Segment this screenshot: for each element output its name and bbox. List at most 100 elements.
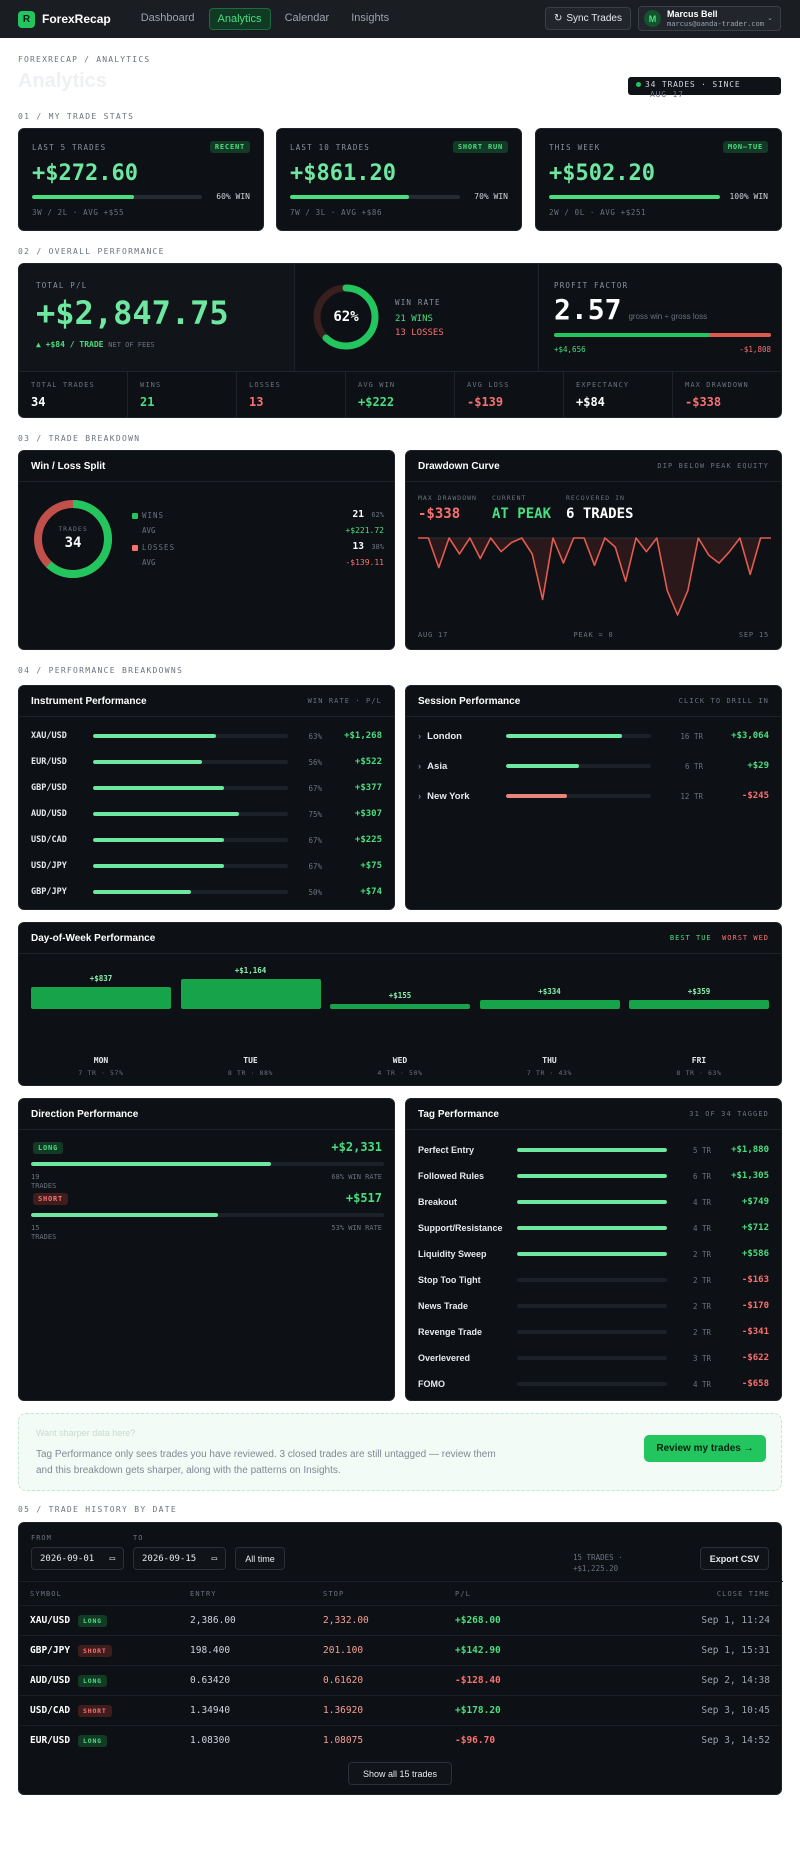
- side-badge: SHORT: [78, 1705, 112, 1717]
- table-row[interactable]: USD/CAD SHORT 1.34940 1.36920 +$178.20 Sep 3,…: [18, 1695, 782, 1725]
- export-csv-button[interactable]: Export CSV: [700, 1547, 769, 1570]
- trade-history-card: FROM TO 2026-09-01 ▭ 2026-09-15 ▭ All time…: [18, 1522, 783, 1795]
- day-column: +$837 MON 7 TR · 57%: [31, 923, 171, 1077]
- kpi-value: +$222: [358, 395, 395, 409]
- session-trades: 16 TR: [680, 731, 703, 741]
- all-time-button[interactable]: All time: [235, 1547, 285, 1570]
- win-rate-bar: [93, 890, 288, 894]
- tag-bar: [517, 1304, 667, 1308]
- instrument-row[interactable]: GBP/JPY 50% +$74: [31, 885, 382, 899]
- entry-cell: 2,386.00: [190, 1615, 236, 1626]
- day-bar[interactable]: [330, 1004, 470, 1009]
- day-column: +$359 FRI 8 TR · 63%: [629, 923, 769, 1077]
- stop-cell: 2,332.00: [323, 1615, 369, 1626]
- day-sub: 7 TR · 43%: [526, 1069, 573, 1077]
- per-trade: +$84 / TRADE: [45, 340, 104, 349]
- win-rate-bar: [93, 734, 288, 738]
- tag-name: FOMO: [418, 1379, 445, 1389]
- nav-link-calendar[interactable]: Calendar: [284, 12, 330, 24]
- tag-pl: +$1,880: [731, 1145, 769, 1155]
- net-of-fees: NET OF FEES: [108, 341, 155, 349]
- tag-row[interactable]: Perfect Entry 5 TR +$1,880: [418, 1143, 769, 1157]
- win-bar: [549, 194, 720, 199]
- close-time-cell: Sep 1, 15:31: [701, 1645, 770, 1656]
- instrument-row[interactable]: XAU/USD 63% +$1,268: [31, 729, 382, 743]
- instrument-row[interactable]: USD/CAD 67% +$225: [31, 833, 382, 847]
- card-hint: CLICK TO DRILL IN: [678, 697, 769, 705]
- brand-name[interactable]: ForexRecap: [42, 12, 111, 26]
- col-header-entry: ENTRY: [190, 1590, 217, 1598]
- nav-link-analytics[interactable]: Analytics: [208, 8, 271, 30]
- to-date-input[interactable]: 2026-09-15 ▭: [133, 1547, 226, 1570]
- col-header-pl: P/L: [455, 1590, 471, 1598]
- gross-loss: -$1,808: [739, 345, 771, 354]
- refresh-icon: ↻: [554, 13, 563, 24]
- tag-row[interactable]: Overlevered 3 TR -$622: [418, 1351, 769, 1365]
- chevron-right-icon: ›: [418, 760, 422, 772]
- day-column: +$334 THU 7 TR · 43%: [479, 923, 620, 1077]
- best-day: BEST TUE: [669, 934, 712, 942]
- instrument-pl: +$1,268: [344, 731, 382, 741]
- day-bar[interactable]: [629, 999, 769, 1009]
- day-bar[interactable]: [479, 1000, 620, 1009]
- donut-label: TRADES: [58, 525, 88, 533]
- short-bar: [31, 1213, 384, 1217]
- long-bar: [31, 1162, 384, 1166]
- kpi-total-trades: TOTAL TRADES 34: [19, 372, 128, 417]
- table-row[interactable]: XAU/USD LONG 2,386.00 2,332.00 +$268.00 Sep 1…: [18, 1605, 782, 1635]
- tag-row[interactable]: News Trade 2 TR -$170: [418, 1299, 769, 1313]
- tag-row[interactable]: Stop Too Tight 2 TR -$163: [418, 1273, 769, 1287]
- win-rate-bar: [93, 864, 288, 868]
- tag-pl: +$1,305: [731, 1171, 769, 1181]
- day-column: +$1,164 TUE 8 TR · 88%: [180, 923, 321, 1077]
- day-bar[interactable]: [31, 987, 171, 1009]
- kpi-label: MAX DRAWDOWN: [685, 381, 749, 389]
- session-row[interactable]: › Asia 6 TR +$29: [418, 759, 769, 773]
- calendar-icon: ▭: [211, 1553, 217, 1564]
- win-loss-donut: TRADES 34: [32, 498, 114, 580]
- total-pl-label: TOTAL P/L: [36, 281, 88, 290]
- instrument-row[interactable]: USD/JPY 67% +$75: [31, 859, 382, 873]
- instrument-row[interactable]: GBP/USD 67% +$377: [31, 781, 382, 795]
- since-sub: AUG 17: [650, 89, 684, 99]
- tag-row[interactable]: Revenge Trade 2 TR -$341: [418, 1325, 769, 1339]
- instrument-row[interactable]: EUR/USD 56% +$522: [31, 755, 382, 769]
- tag-pl: -$341: [741, 1327, 769, 1337]
- card-hint: 31 OF 34 TAGGED: [689, 1110, 769, 1118]
- tag-row[interactable]: Support/Resistance 4 TR +$712: [418, 1221, 769, 1235]
- cta-text: Tag Performance only sees trades you hav…: [36, 1449, 496, 1476]
- kpi-value: -$139: [467, 395, 504, 409]
- nav-link-insights[interactable]: Insights: [351, 12, 390, 24]
- tag-row[interactable]: Breakout 4 TR +$749: [418, 1195, 769, 1209]
- table-row[interactable]: AUD/USD LONG 0.63420 0.61620 -$128.40 Sep 2, …: [18, 1665, 782, 1695]
- symbol-cell: XAU/USD LONG: [30, 1615, 107, 1627]
- session-row[interactable]: › London 16 TR +$3,064: [418, 729, 769, 743]
- logo-icon[interactable]: R: [18, 10, 35, 28]
- symbol: EUR/USD: [30, 1735, 71, 1746]
- sync-trades-button[interactable]: ↻ Sync Trades: [545, 7, 631, 30]
- show-all-trades-button[interactable]: Show all 15 trades: [348, 1762, 452, 1785]
- kpi-row: TOTAL TRADES 34 WINS 21 LOSSES 13 AVG WIN +$…: [19, 371, 781, 417]
- day-bar[interactable]: [180, 979, 321, 1009]
- section-label-history: 05 / TRADE HISTORY BY DATE: [18, 1505, 178, 1514]
- breadcrumb: FOREXRECAP / ANALYTICS: [18, 55, 151, 64]
- nav-links: Dashboard Analytics Calendar Insights: [133, 8, 397, 30]
- instrument-row[interactable]: AUD/USD 75% +$307: [31, 807, 382, 821]
- nav-link-dashboard[interactable]: Dashboard: [140, 12, 195, 24]
- tag-row[interactable]: FOMO 4 TR -$658: [418, 1377, 769, 1391]
- table-row[interactable]: EUR/USD LONG 1.08300 1.08075 -$96.70 Sep 3, 1…: [18, 1725, 782, 1755]
- tag-name: News Trade: [418, 1301, 469, 1311]
- stat-value: +$272.60: [32, 161, 138, 186]
- review-trades-button[interactable]: Review my trades →: [644, 1435, 766, 1462]
- session-row[interactable]: › New York 12 TR -$245: [418, 789, 769, 803]
- from-date-input[interactable]: 2026-09-01 ▭: [31, 1547, 124, 1570]
- table-row[interactable]: GBP/JPY SHORT 198.400 201.100 +$142.90 Sep 1,…: [18, 1635, 782, 1665]
- tag-row[interactable]: Followed Rules 6 TR +$1,305: [418, 1169, 769, 1183]
- win-rate-bar: [93, 760, 288, 764]
- instrument-name: EUR/USD: [31, 757, 67, 767]
- section-label-stats: 01 / MY TRADE STATS: [18, 112, 135, 121]
- kpi-value: +$84: [576, 395, 605, 409]
- session-pl: +$3,064: [731, 731, 769, 741]
- user-menu[interactable]: M Marcus Bell marcus@oanda-trader.com ⌄: [638, 6, 781, 31]
- tag-row[interactable]: Liquidity Sweep 2 TR +$586: [418, 1247, 769, 1261]
